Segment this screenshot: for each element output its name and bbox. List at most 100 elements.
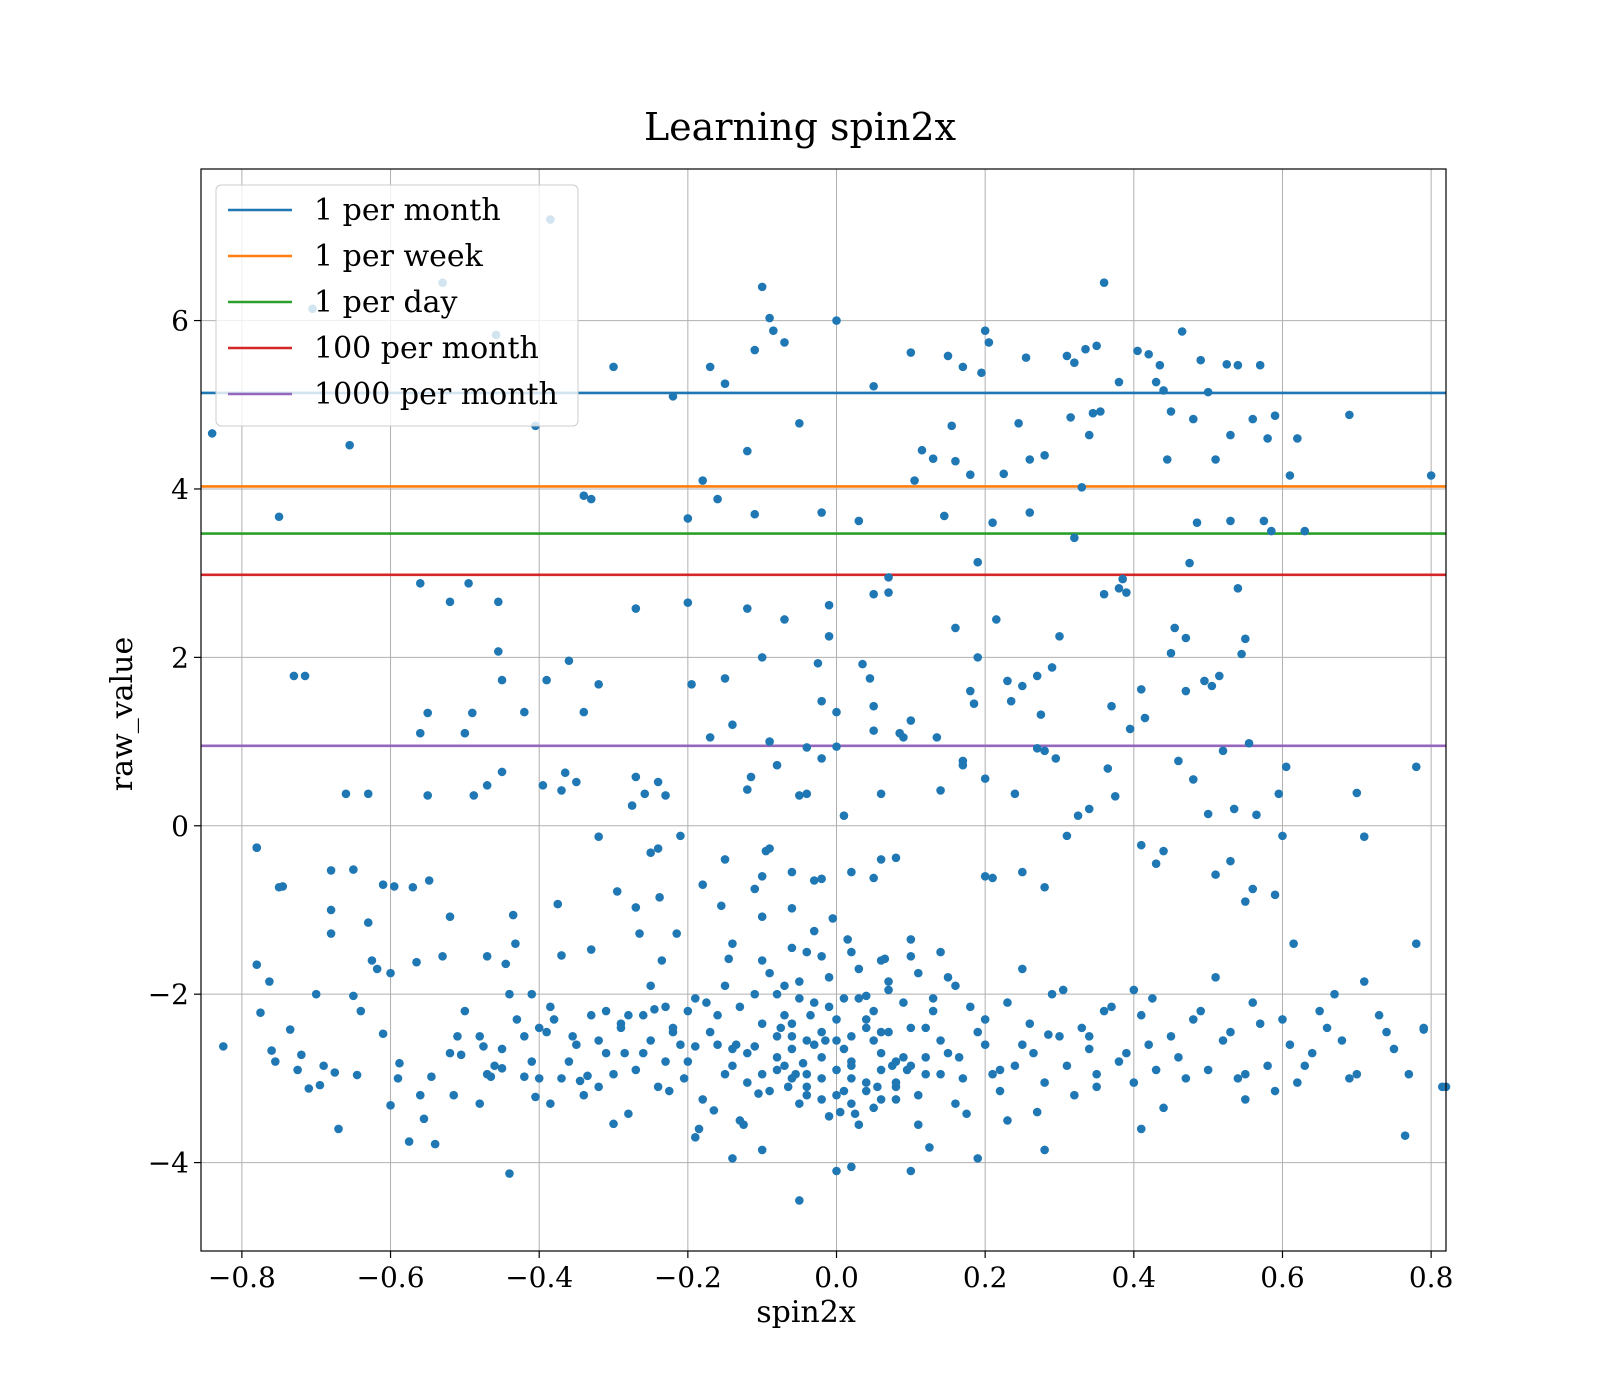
scatter-point (1036, 710, 1046, 719)
scatter-point (1244, 738, 1254, 748)
scatter-point (1032, 1107, 1042, 1117)
scatter-point (928, 994, 938, 1003)
scatter-point (363, 918, 373, 927)
scatter-point (787, 867, 797, 877)
scatter-point (1159, 1103, 1168, 1113)
scatter-point (1151, 377, 1161, 387)
scatter-point (1222, 360, 1232, 369)
scatter-point (1136, 840, 1146, 850)
legend-label: 1 per month (314, 193, 501, 228)
scatter-point (951, 1099, 960, 1108)
scatter-point (1136, 1010, 1146, 1020)
scatter-point (999, 469, 1009, 479)
scatter-point (460, 1006, 470, 1016)
scatter-point (1151, 859, 1161, 868)
scatter-point (809, 876, 819, 885)
scatter-point (787, 1019, 797, 1028)
scatter-point (728, 939, 737, 948)
scatter-point (1136, 685, 1146, 694)
scatter-point (393, 1074, 403, 1083)
scatter-point (869, 701, 878, 711)
scatter-point (772, 989, 782, 999)
scatter-point (424, 876, 434, 885)
scatter-point (735, 1002, 745, 1012)
scatter-point (557, 951, 566, 960)
scatter-point (921, 1023, 931, 1033)
scatter-point (869, 589, 878, 599)
scatter-point (609, 362, 618, 372)
scatter-point (1014, 418, 1023, 428)
scatter-point (769, 326, 778, 335)
scatter-point (1263, 434, 1272, 443)
scatter-point (1218, 746, 1228, 756)
scatter-point (367, 956, 377, 965)
scatter-point (817, 1074, 826, 1083)
scatter-point (560, 768, 570, 778)
scatter-point (977, 368, 986, 378)
scatter-point (854, 994, 864, 1003)
scatter-point (624, 1010, 633, 1020)
scatter-point (728, 1061, 737, 1071)
scatter-point (378, 880, 388, 890)
scatter-point (910, 476, 919, 485)
scatter-point (1281, 762, 1291, 772)
scatter-point (572, 777, 581, 787)
scatter-point (609, 1069, 618, 1079)
scatter-point (430, 1139, 440, 1149)
scatter-point (884, 588, 893, 597)
scatter-point (817, 874, 826, 884)
scatter-point (973, 653, 983, 662)
scatter-point (899, 1053, 908, 1062)
scatter-point (988, 873, 997, 883)
scatter-point (679, 1074, 689, 1083)
scatter-point (824, 1002, 834, 1012)
scatter-point (1293, 1078, 1302, 1087)
scatter-point (456, 1050, 466, 1060)
scatter-point (508, 910, 518, 920)
scatter-point (936, 1036, 945, 1045)
scatter-point (1025, 508, 1035, 517)
scatter-point (891, 853, 901, 863)
scatter-point (1006, 696, 1016, 706)
scatter-point (973, 1027, 983, 1037)
scatter-point (531, 1092, 540, 1102)
scatter-point (806, 1010, 815, 1020)
scatter-point (586, 494, 596, 504)
scatter-point (765, 737, 774, 746)
scatter-point (1322, 1023, 1332, 1033)
scatter-point (821, 1036, 830, 1045)
scatter-point (579, 1090, 589, 1100)
scatter-point (453, 1031, 462, 1041)
scatter-point (1129, 1078, 1139, 1087)
scatter-point (776, 1023, 786, 1033)
scatter-point (601, 1048, 611, 1058)
scatter-point (1218, 1036, 1228, 1045)
scatter-point (869, 1006, 878, 1016)
scatter-point (750, 509, 760, 519)
scatter-point (1226, 430, 1235, 440)
scatter-point (1192, 518, 1202, 527)
legend-label: 1 per day (314, 285, 458, 320)
scatter-point (1226, 516, 1235, 526)
scatter-point (1107, 701, 1116, 711)
scatter-point (787, 1044, 797, 1054)
scatter-point (497, 767, 507, 777)
scatter-point (1103, 764, 1113, 773)
scatter-point (549, 1015, 559, 1024)
x-tick-label: 0.2 (963, 1261, 1008, 1294)
scatter-point (690, 1042, 700, 1051)
scatter-point (1114, 1057, 1124, 1066)
scatter-point (817, 951, 826, 961)
scatter-point (1188, 1015, 1198, 1024)
scatter-point (757, 1069, 767, 1079)
scatter-point (326, 866, 336, 875)
scatter-point (252, 960, 262, 970)
scatter-point (1099, 589, 1109, 599)
scatter-point (869, 873, 878, 883)
scatter-point (687, 680, 696, 689)
scatter-point (1092, 341, 1101, 351)
scatter-point (936, 786, 945, 795)
scatter-point (884, 1027, 893, 1037)
scatter-point (341, 789, 351, 799)
